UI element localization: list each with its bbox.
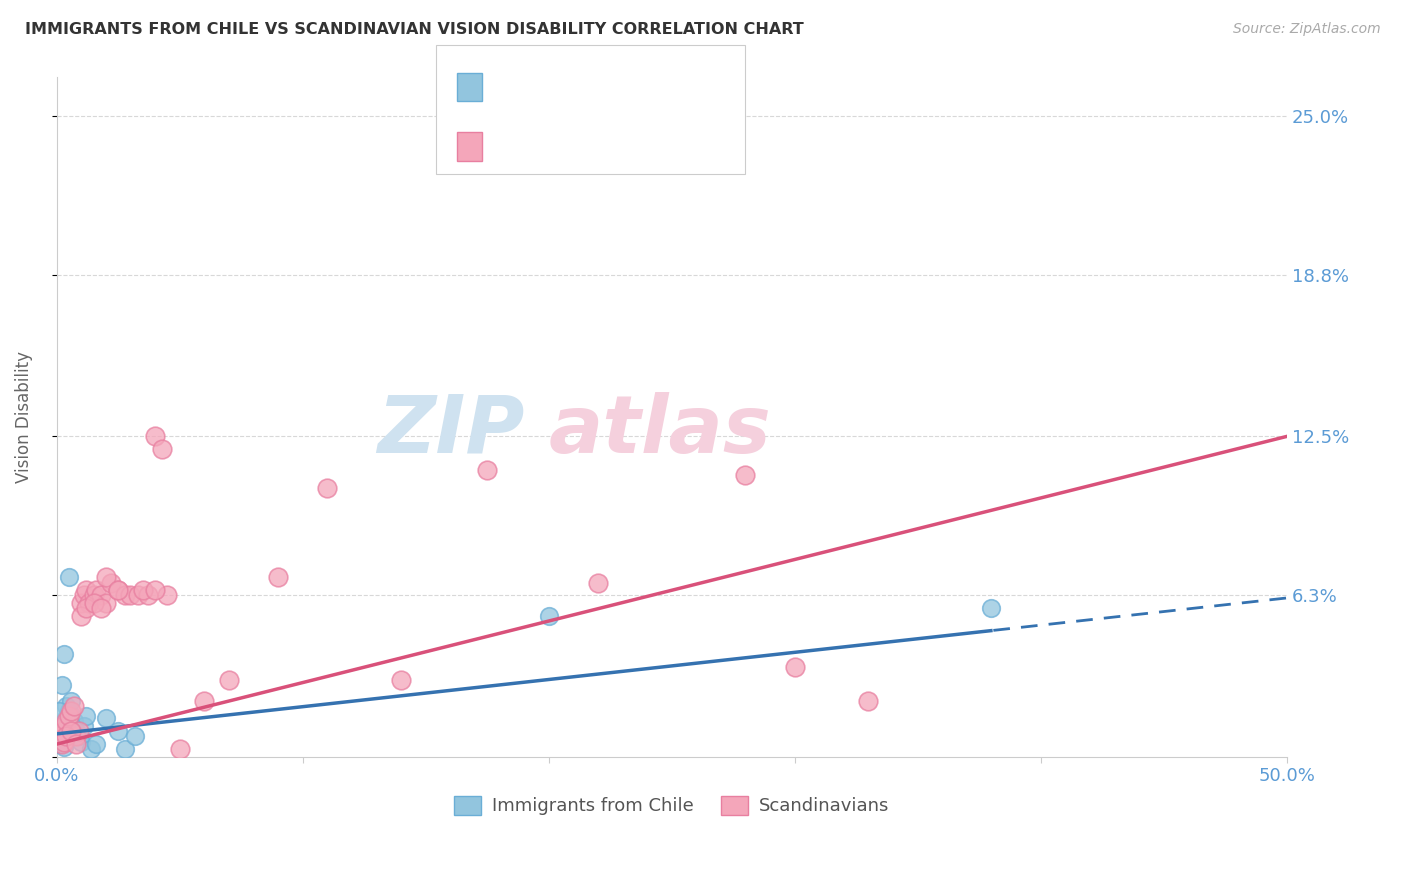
Text: atlas: atlas xyxy=(548,392,772,470)
Point xyxy=(73,719,96,733)
Text: ZIP: ZIP xyxy=(377,392,524,470)
Point xyxy=(58,570,80,584)
Point xyxy=(65,737,87,751)
Point xyxy=(218,673,240,687)
Point xyxy=(48,704,70,718)
Point xyxy=(124,730,146,744)
Point xyxy=(77,596,100,610)
Point xyxy=(94,596,117,610)
Point xyxy=(152,442,174,457)
Point xyxy=(55,711,77,725)
Point xyxy=(169,742,191,756)
Point xyxy=(143,429,166,443)
Point xyxy=(132,583,155,598)
Point xyxy=(60,704,83,718)
Point xyxy=(48,730,70,744)
Point xyxy=(60,693,83,707)
Text: R = 0.380: R = 0.380 xyxy=(492,69,582,87)
Point xyxy=(136,589,159,603)
Point xyxy=(980,601,1002,615)
Point xyxy=(107,583,129,598)
Point xyxy=(586,575,609,590)
Text: R = 0.483: R = 0.483 xyxy=(492,129,582,147)
Y-axis label: Vision Disability: Vision Disability xyxy=(15,351,32,483)
Point xyxy=(63,698,86,713)
Point xyxy=(60,724,83,739)
Point xyxy=(70,608,93,623)
Point xyxy=(734,467,756,482)
Point xyxy=(90,589,112,603)
Point xyxy=(389,673,412,687)
Point xyxy=(53,648,76,662)
Point xyxy=(67,724,90,739)
Point xyxy=(80,742,103,756)
Point xyxy=(51,737,73,751)
Point xyxy=(51,678,73,692)
Point xyxy=(55,714,77,728)
Point xyxy=(73,589,96,603)
Point xyxy=(94,711,117,725)
Point xyxy=(83,589,105,603)
Point xyxy=(120,589,142,603)
Point xyxy=(94,570,117,584)
Point xyxy=(53,719,76,733)
Point xyxy=(84,583,107,598)
Point xyxy=(156,589,179,603)
Point xyxy=(127,589,149,603)
Legend: Immigrants from Chile, Scandinavians: Immigrants from Chile, Scandinavians xyxy=(447,789,897,822)
Point xyxy=(114,589,136,603)
Point xyxy=(63,714,86,728)
Point xyxy=(55,698,77,713)
Point xyxy=(65,730,87,744)
Point xyxy=(143,583,166,598)
Text: N = 27: N = 27 xyxy=(626,68,699,87)
Point xyxy=(51,724,73,739)
Point xyxy=(84,737,107,751)
Point xyxy=(58,709,80,723)
Point xyxy=(48,737,70,751)
Point xyxy=(107,583,129,598)
Point xyxy=(107,724,129,739)
Point xyxy=(55,730,77,744)
Point xyxy=(193,693,215,707)
Point xyxy=(75,583,97,598)
Point xyxy=(537,608,560,623)
Point xyxy=(75,601,97,615)
Point xyxy=(53,734,76,748)
Point xyxy=(475,463,498,477)
Point xyxy=(58,704,80,718)
Text: N = 50: N = 50 xyxy=(626,128,699,148)
Point xyxy=(65,724,87,739)
Point xyxy=(90,601,112,615)
Point xyxy=(114,742,136,756)
Point xyxy=(70,596,93,610)
Text: Source: ZipAtlas.com: Source: ZipAtlas.com xyxy=(1233,22,1381,37)
Point xyxy=(51,731,73,746)
Point xyxy=(316,481,339,495)
Point xyxy=(51,724,73,739)
Point xyxy=(67,730,90,744)
Point xyxy=(70,734,93,748)
Text: IMMIGRANTS FROM CHILE VS SCANDINAVIAN VISION DISABILITY CORRELATION CHART: IMMIGRANTS FROM CHILE VS SCANDINAVIAN VI… xyxy=(25,22,804,37)
Point xyxy=(267,570,290,584)
Point xyxy=(53,719,76,733)
Point xyxy=(100,575,122,590)
Point xyxy=(858,693,880,707)
Point xyxy=(83,596,105,610)
Point xyxy=(75,709,97,723)
Point xyxy=(53,739,76,754)
Point xyxy=(783,660,806,674)
